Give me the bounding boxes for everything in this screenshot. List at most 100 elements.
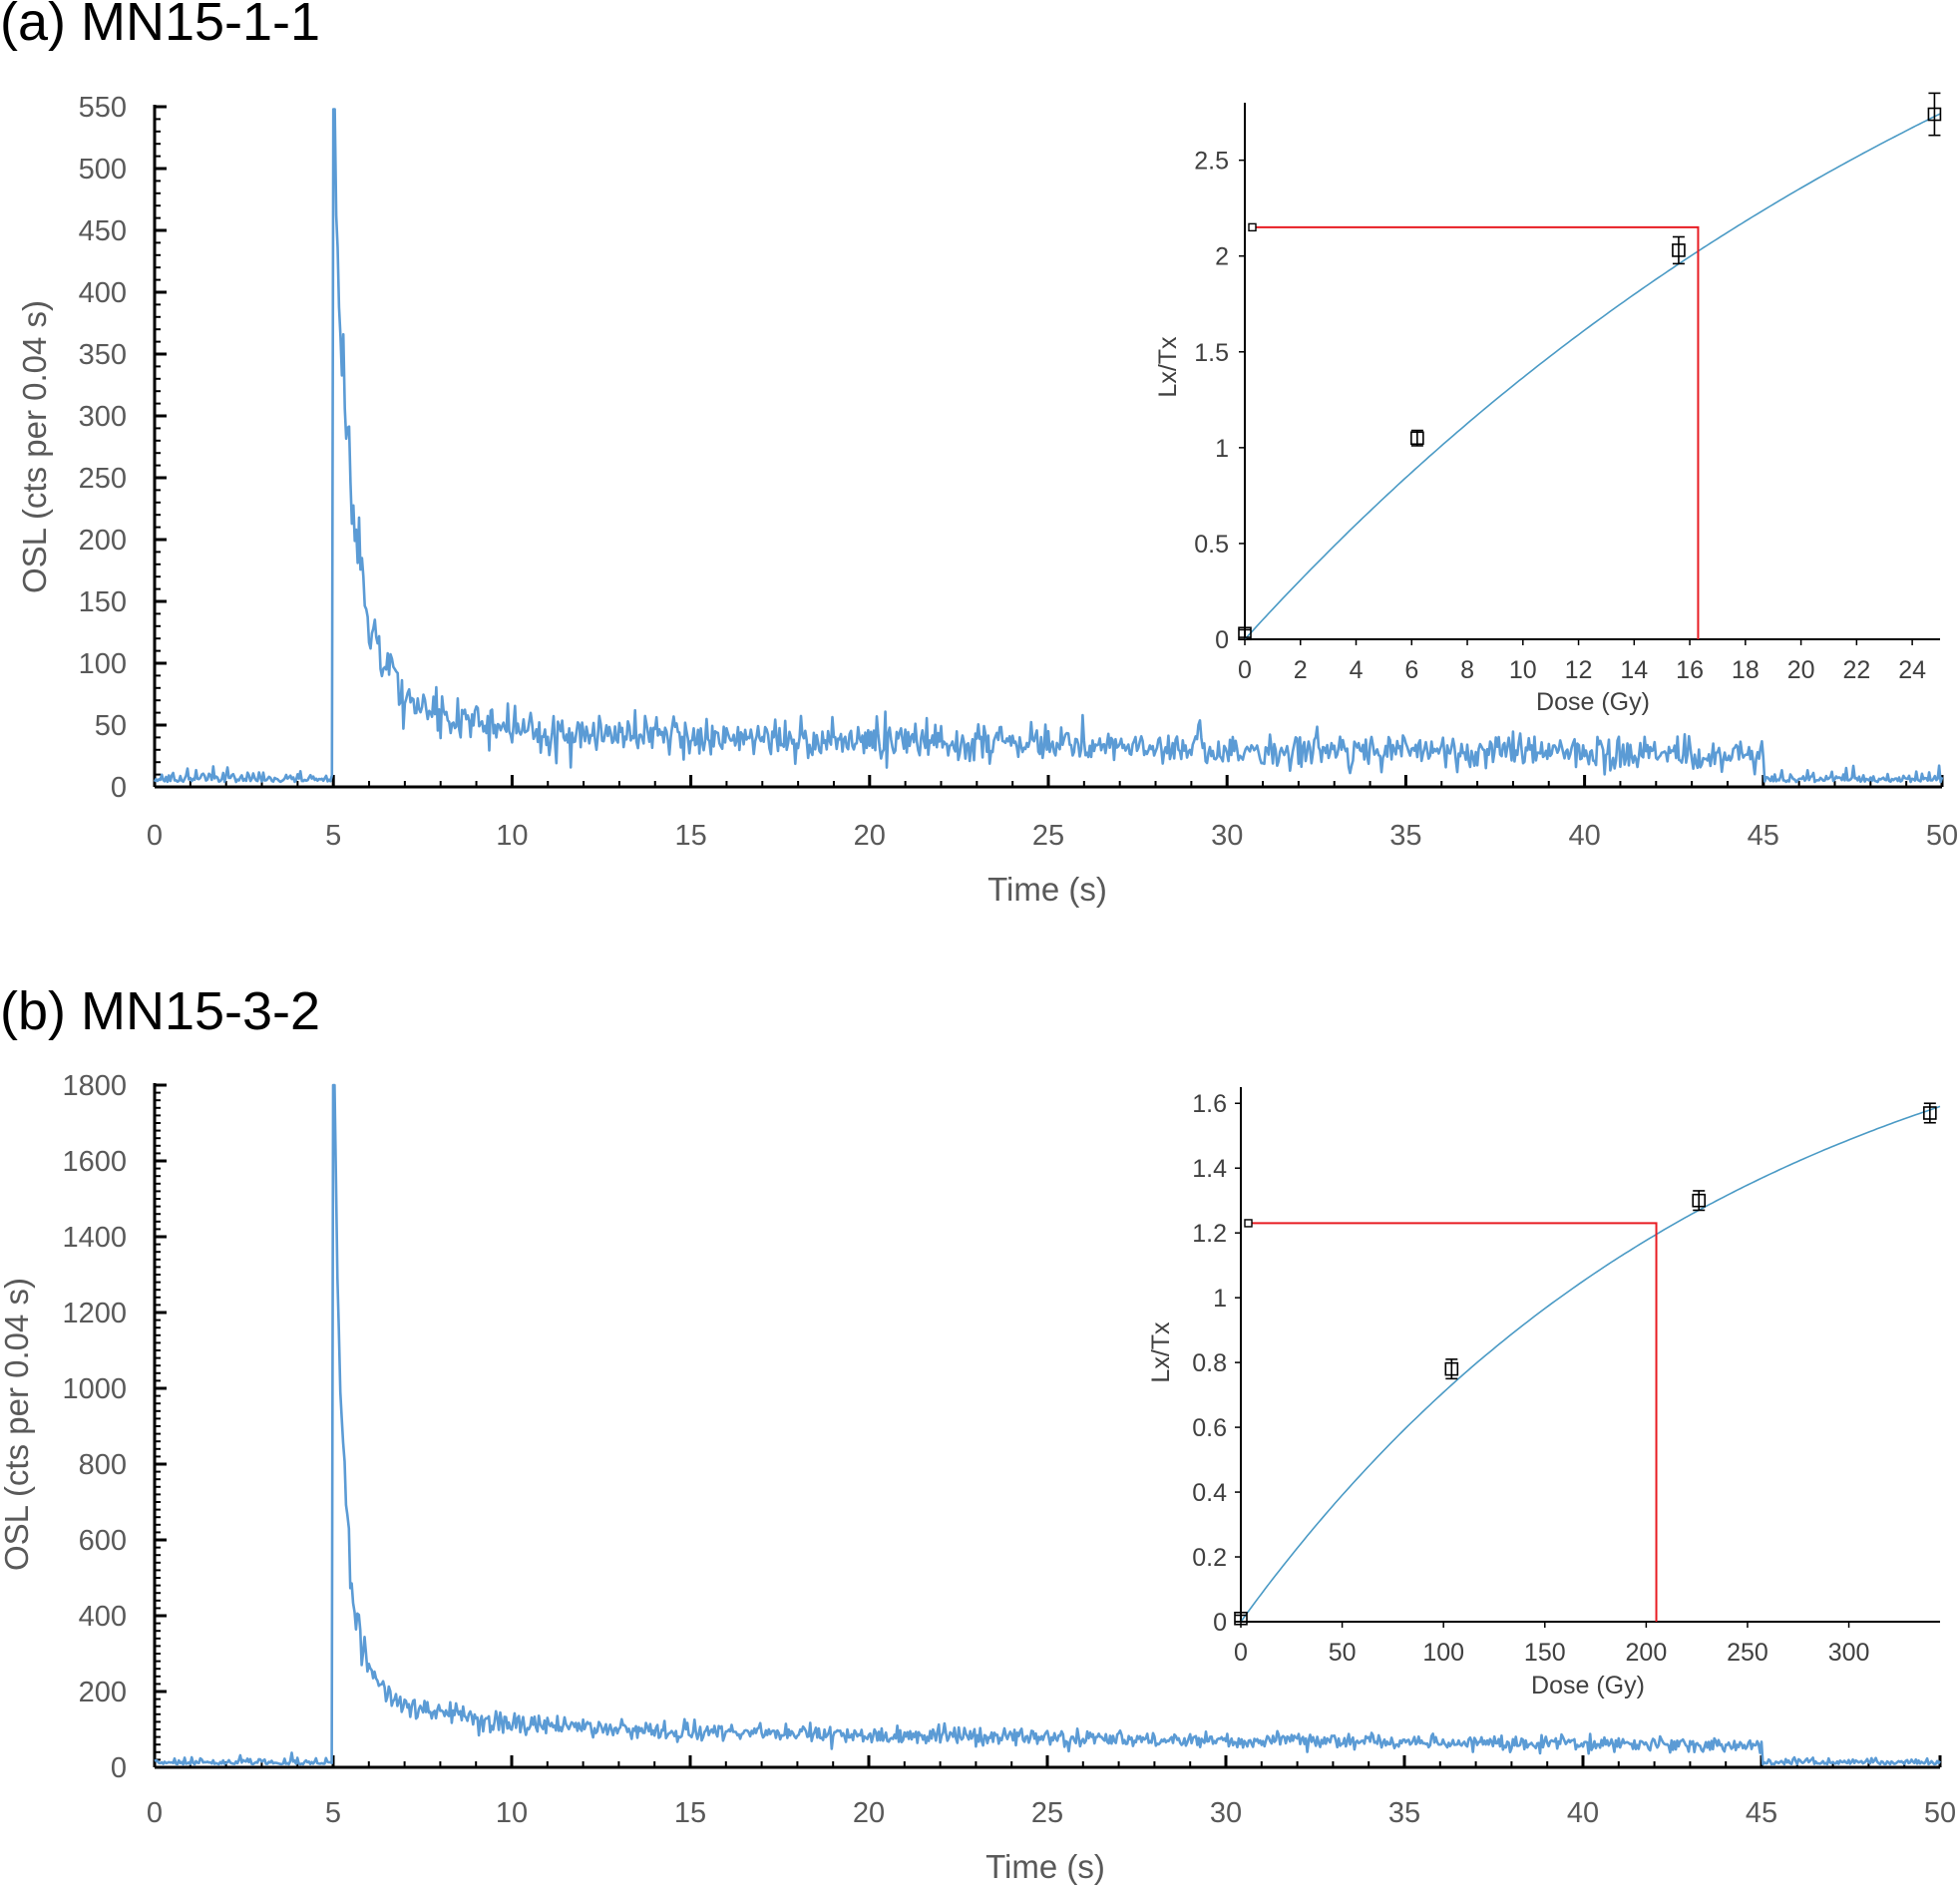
panel-a-x-tick-label: 5 [325,820,341,852]
panel-b-inset-x-tick-label: 100 [1422,1639,1464,1667]
panel-b-y-tick-label: 400 [79,1601,127,1633]
panel-a-label: (a) MN15-1-1 [0,0,320,52]
panel-b-x-tick-label: 10 [496,1797,528,1829]
panel-a-inset-x-tick-label: 24 [1898,656,1926,684]
panel-a-inset-x-tick-label: 16 [1676,656,1704,684]
panel-b-y-tick-label: 0 [111,1752,127,1784]
panel-b-inset-y-tick-label: 0.6 [1192,1414,1227,1442]
panel-b-x-tick-label: 45 [1746,1797,1777,1829]
panel-b-y-tick-label: 1800 [62,1070,127,1102]
panel-a-inset-y-tick-label: 0 [1215,626,1229,654]
panel-b-x-tick-label: 5 [325,1797,341,1829]
panel-b-x-tick-label: 20 [853,1797,885,1829]
panel-b-inset-data-point [1234,1611,1248,1626]
panel-b: (b) MN15-3-2 020040060080010001200140016… [0,981,1956,1885]
panel-b-inset-x-tick-label: 250 [1727,1639,1768,1667]
panel-a-x-tick-label: 25 [1032,820,1064,852]
panel-b-x-tick-label: 30 [1210,1797,1242,1829]
panel-b-y-tick-label: 1600 [62,1146,127,1178]
panel-b-label: (b) MN15-3-2 [0,981,320,1041]
panel-b-inset-x-tick-label: 50 [1329,1639,1357,1667]
panel-a-inset-natural-signal-marker [1248,222,1257,232]
panel-b-y-tick-label: 1000 [62,1373,127,1405]
panel-b-inset-fit-curve [1240,1105,1941,1623]
panel-b-x-tick-label: 0 [147,1797,163,1829]
panel-b-inset-y-axis-title: Lx/Tx [1147,1321,1175,1383]
panel-b-x-tick-label: 40 [1567,1797,1599,1829]
panel-a-inset-de-interpolation-line [1253,225,1700,639]
panel-b-y-tick-label: 1400 [62,1222,127,1254]
panel-a-inset-x-tick-label: 18 [1732,656,1760,684]
panel-a-y-tick-label: 50 [95,710,127,742]
panel-b-inset-y-tick-label: 0.4 [1192,1479,1227,1507]
panel-b-inset-y-tick-label: 1 [1213,1285,1227,1313]
panel-a-osl-signal-line [153,108,1944,784]
panel-a-y-tick-label: 500 [79,154,127,186]
panel-a-inset-data-point [1672,243,1686,257]
panel-a-inset-y-tick-label: 1.5 [1194,339,1229,367]
panel-a-inset-x-tick-label: 20 [1787,656,1815,684]
panel-a-y-tick-label: 300 [79,401,127,433]
panel-a-x-tick-label: 45 [1748,820,1779,852]
panel-a-inset-fit-curve [1244,113,1941,640]
panel-a-inset-x-axis-title: Dose (Gy) [1536,688,1650,716]
panel-a-dose-response-inset: 00.511.522.50 2 4 6 8 10 12 14 16 18 20 22 24 [1194,92,1942,684]
panel-a-inset-y-tick-label: 1 [1215,435,1229,463]
panel-a-inset-data-point [1410,431,1424,446]
panel-b-inset-x-tick-label: 200 [1626,1639,1668,1667]
panel-a-y-tick-label: 550 [79,92,127,124]
panel-a-inset-x-tick-label: 14 [1620,656,1648,684]
panel-b-x-axis-title: Time (s) [985,1848,1105,1885]
panel-b-y-axis-title: OSL (cts per 0.04 s) [0,1278,35,1571]
panel-a-y-tick-label: 0 [111,772,127,804]
panel-a-y-tick-label: 150 [79,586,127,618]
panel-b-inset-data-point [1692,1193,1707,1208]
panel-a-y-tick-label: 250 [79,463,127,495]
panel-b-x-tick-label: 50 [1924,1797,1956,1829]
panel-b-dose-response-inset: 0 0.2 0.4 0.6 0.8 1 1.2 1.4 1.6 0 50 100 150 200 250 30… [1192,1087,1941,1667]
panel-a-x-tick-label: 10 [496,820,528,852]
panel-a-inset-data-point [1927,107,1942,122]
panel-b-x-tick-label: 15 [674,1797,706,1829]
panel-a-inset-data-point [1238,626,1252,641]
panel-b-x-tick-label: 35 [1388,1797,1420,1829]
panel-b-y-tick-label: 200 [79,1677,127,1708]
panel-a-inset-x-tick-label: 6 [1404,656,1418,684]
panel-a-y-tick-label: 400 [79,277,127,309]
panel-a-inset-x-tick-label: 10 [1509,656,1537,684]
panel-a-inset-x-tick-label: 12 [1565,656,1593,684]
panel-a-inset-x-tick-label: 22 [1842,656,1870,684]
panel-a-inset-y-axis-title: Lx/Tx [1154,336,1182,398]
panel-a-x-tick-label: 0 [147,820,163,852]
panel-a-inset-x-tick-label: 8 [1460,656,1474,684]
panel-a-x-tick-label: 30 [1211,820,1243,852]
panel-a-inset-y-tick-label: 0.5 [1194,531,1229,559]
panel-b-inset-x-axis-title: Dose (Gy) [1531,1672,1645,1699]
panel-a-x-tick-label: 40 [1568,820,1600,852]
panel-b-inset-data-point [1444,1361,1459,1376]
panel-b-inset-y-tick-label: 0.8 [1192,1349,1227,1377]
panel-a-x-tick-label: 15 [674,820,706,852]
panel-b-inset-y-tick-label: 1.6 [1192,1090,1227,1118]
panel-b-inset-y-tick-label: 0 [1213,1609,1227,1637]
panel-b-inset-y-tick-label: 0.2 [1192,1544,1227,1572]
panel-b-inset-y-tick-label: 1.2 [1192,1220,1227,1248]
panel-a-y-axis-title: OSL (cts per 0.04 s) [16,300,53,593]
panel-a-y-tick-label: 350 [79,339,127,371]
panel-a-inset-x-tick-label: 0 [1238,656,1252,684]
panel-a-x-tick-label: 20 [854,820,886,852]
panel-a-x-axis-title: Time (s) [987,871,1107,908]
panel-b-inset-y-tick-label: 1.4 [1192,1155,1227,1183]
panel-b-x-tick-label: 25 [1031,1797,1063,1829]
panel-a: (a) MN15-1-1 050100150200250300350400450… [0,0,1958,908]
panel-b-y-tick-label: 800 [79,1449,127,1481]
panel-a-y-tick-label: 200 [79,525,127,557]
panel-b-inset-data-point [1923,1106,1937,1120]
panel-a-y-tick-label: 450 [79,215,127,247]
panel-b-inset-x-tick-label: 0 [1234,1639,1248,1667]
panel-a-inset-x-tick-label: 2 [1294,656,1308,684]
panel-a-inset-y-tick-label: 2.5 [1194,148,1229,176]
